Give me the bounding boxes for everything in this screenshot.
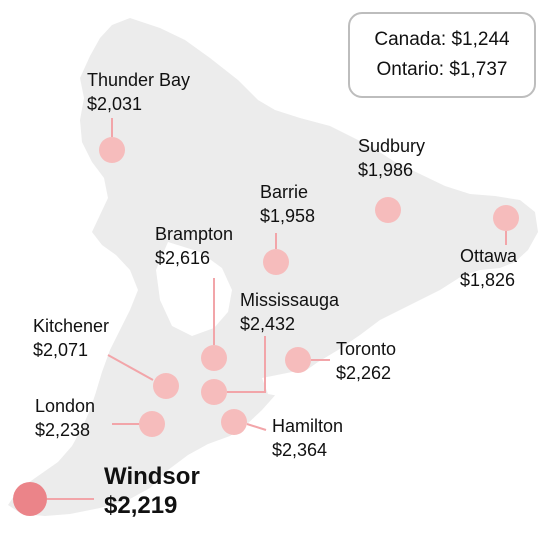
windsor-marker (13, 482, 47, 516)
ottawa-name: Ottawa (460, 246, 518, 266)
thunder-bay-price: $2,031 (87, 94, 143, 114)
thunder-bay-label: Thunder Bay $2,031 (87, 68, 190, 116)
kitchener-label: Kitchener $2,071 (33, 314, 109, 362)
hamilton-price: $2,364 (272, 440, 328, 460)
london-price: $2,238 (35, 420, 91, 440)
london-marker (139, 411, 165, 437)
brampton-label: Brampton $2,616 (155, 222, 233, 270)
toronto-price: $2,262 (336, 363, 392, 383)
hamilton-marker (221, 409, 247, 435)
london-label: London $2,238 (35, 394, 95, 442)
lake-erie (96, 458, 246, 526)
sudbury-name: Sudbury (358, 136, 426, 156)
windsor-label: Windsor $2,219 (104, 462, 200, 520)
lake-ontario (262, 368, 356, 398)
brampton-name: Brampton (155, 224, 234, 244)
thunder-bay-name: Thunder Bay (87, 70, 191, 90)
summary-box: Canada: $1,244 Ontario: $1,737 (348, 12, 536, 98)
mississauga-name: Mississauga (240, 290, 340, 310)
ontario-average: Ontario: $1,737 (376, 59, 508, 80)
toronto-marker (285, 347, 311, 373)
kitchener-name: Kitchener (33, 316, 110, 336)
sudbury-label: Sudbury $1,986 (358, 134, 425, 182)
mississauga-label: Mississauga $2,432 (240, 288, 339, 336)
sudbury-marker (375, 197, 401, 223)
kitchener-marker (153, 373, 179, 399)
barrie-price: $1,958 (260, 206, 316, 226)
canada-average: Canada: $1,244 (374, 29, 510, 50)
leader-lines (47, 118, 507, 500)
windsor-name: Windsor (104, 463, 200, 490)
hamilton-name: Hamilton (272, 416, 344, 436)
city-markers (13, 137, 519, 516)
kitchener-leader-line (107, 354, 154, 381)
toronto-label: Toronto $2,262 (336, 337, 396, 385)
barrie-name: Barrie (260, 182, 309, 202)
ottawa-price: $1,826 (460, 270, 516, 290)
windsor-price: $2,219 (104, 492, 178, 519)
london-name: London (35, 396, 96, 416)
mississauga-leader-line (227, 336, 266, 393)
toronto-name: Toronto (336, 339, 397, 359)
thunder-bay-marker (99, 137, 125, 163)
kitchener-price: $2,071 (33, 340, 89, 360)
mississauga-marker (201, 379, 227, 405)
ottawa-label: Ottawa $1,826 (460, 244, 517, 292)
mississauga-price: $2,432 (240, 314, 296, 334)
barrie-marker (263, 249, 289, 275)
brampton-price: $2,616 (155, 248, 211, 268)
ottawa-marker (493, 205, 519, 231)
brampton-marker (201, 345, 227, 371)
hamilton-leader-line (246, 423, 267, 431)
barrie-label: Barrie $1,958 (260, 180, 315, 228)
lake-superior (0, 140, 104, 234)
sudbury-price: $1,986 (358, 160, 414, 180)
hamilton-label: Hamilton $2,364 (272, 414, 343, 462)
